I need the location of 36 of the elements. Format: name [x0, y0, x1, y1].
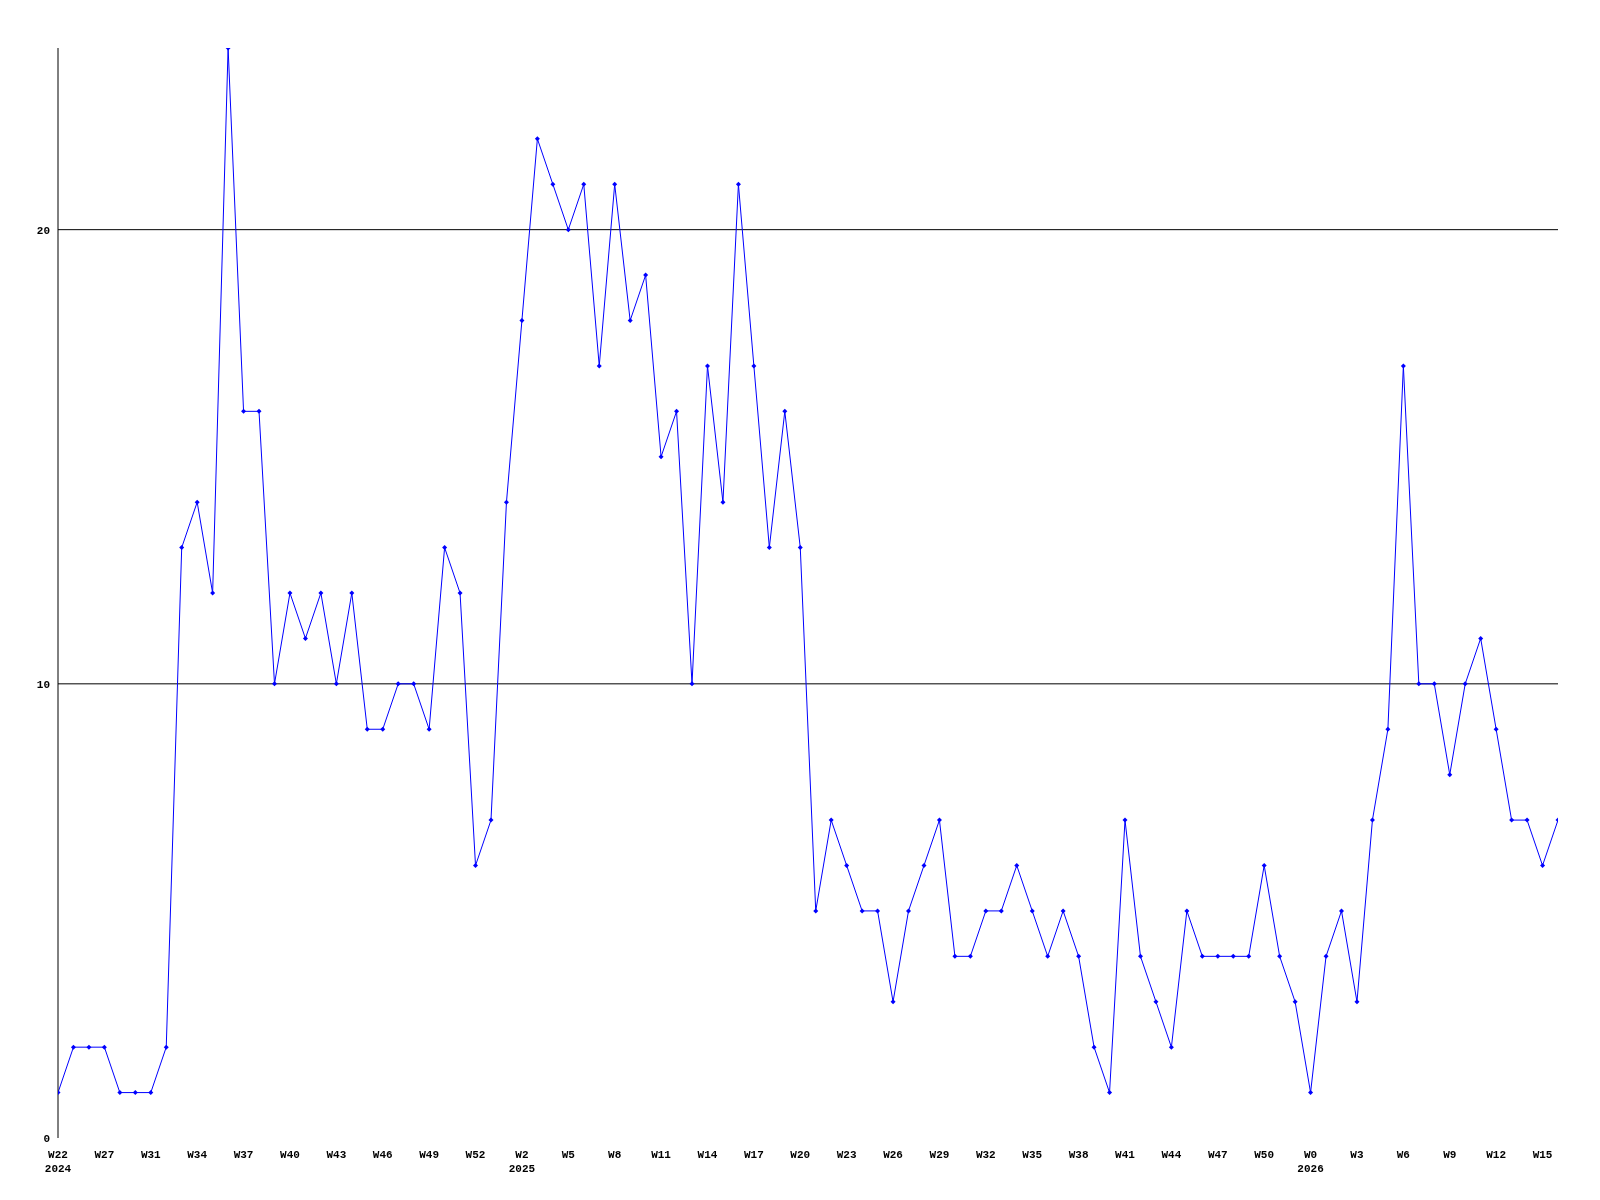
x-tick-label: W38 [1068, 1149, 1089, 1161]
x-tick-label: W37 [233, 1149, 254, 1161]
x-tick-label: W26 [883, 1149, 903, 1161]
x-tick-label: W5 [561, 1149, 576, 1161]
x-tick-label: W49 [419, 1149, 440, 1161]
x-tick-label: W6 [1396, 1149, 1410, 1161]
x-tick-label: W3 [1350, 1149, 1364, 1161]
x-tick-label: W14 [697, 1149, 718, 1161]
x-tick-label: W27 [94, 1149, 115, 1161]
y-tick-label: 10 [36, 678, 50, 691]
x-tick-label: W0 2026 [1297, 1149, 1324, 1175]
x-tick-label: W2 2025 [508, 1149, 536, 1175]
x-tick-label: W23 [836, 1149, 857, 1161]
x-tick-label: W17 [743, 1149, 764, 1161]
x-tick-label: W11 [651, 1149, 672, 1161]
x-tick-label: W44 [1161, 1149, 1182, 1161]
x-tick-label: W22 2024 [44, 1149, 72, 1175]
x-tick-label: W12 [1486, 1149, 1507, 1161]
y-tick-label: 0 [43, 1132, 50, 1145]
x-tick-label: W29 [929, 1149, 950, 1161]
x-tick-label: W32 [975, 1149, 996, 1161]
x-tick-label: W35 [1022, 1149, 1043, 1161]
x-tick-label: W9 [1443, 1149, 1457, 1161]
y-tick-label: 20 [36, 224, 50, 237]
x-tick-label: W50 [1254, 1149, 1275, 1161]
x-tick-label: W47 [1207, 1149, 1228, 1161]
x-tick-label: W46 [372, 1149, 393, 1161]
x-tick-label: W41 [1115, 1149, 1136, 1161]
x-tick-label: W52 [465, 1149, 486, 1161]
x-tick-label: W40 [280, 1149, 300, 1161]
x-tick-label: W43 [326, 1149, 347, 1161]
x-tick-label: W31 [140, 1149, 162, 1161]
x-tick-label: W15 [1532, 1149, 1553, 1161]
x-tick-label: W20 [790, 1149, 811, 1161]
x-tick-label: W8 [608, 1149, 622, 1161]
x-tick-label: W34 [187, 1149, 208, 1161]
